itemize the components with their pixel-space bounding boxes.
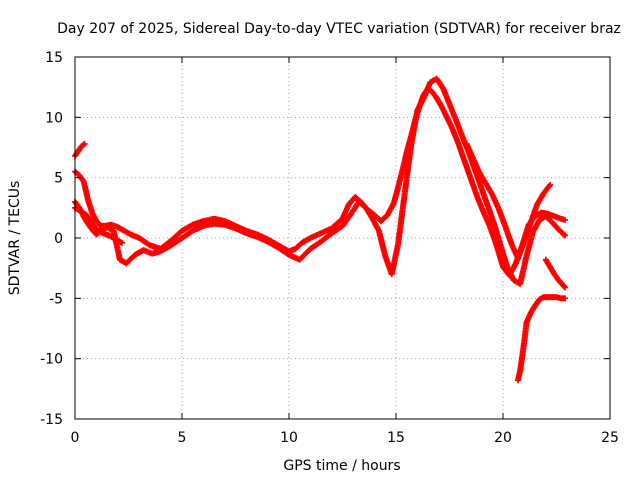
data-point xyxy=(547,181,554,188)
data-point xyxy=(562,284,569,291)
data-point xyxy=(119,239,126,246)
y-tick-label: -10 xyxy=(40,352,63,368)
x-tick-label: 0 xyxy=(71,430,80,446)
x-axis-label: GPS time / hours xyxy=(283,458,400,474)
y-tick-label: 5 xyxy=(54,171,63,187)
series-track-e xyxy=(463,140,554,262)
x-tick-label: 25 xyxy=(601,430,619,446)
y-tick-label: -5 xyxy=(49,291,63,307)
data-point xyxy=(80,141,87,148)
y-tick-label: 0 xyxy=(54,231,63,247)
data-point xyxy=(560,231,567,238)
chart-title: Day 207 of 2025, Sidereal Day-to-day VTE… xyxy=(57,21,621,37)
x-tick-label: 5 xyxy=(178,430,187,446)
y-tick-label: 10 xyxy=(45,110,63,126)
data-point xyxy=(81,140,88,147)
y-tick-label: 15 xyxy=(45,50,63,66)
data-point xyxy=(562,216,569,223)
x-tick-label: 15 xyxy=(387,430,405,446)
series-track-f xyxy=(514,294,569,384)
series-track-d xyxy=(72,204,126,246)
y-axis-label: SDTVAR / TECUs xyxy=(7,181,23,296)
y-tick-label: -15 xyxy=(40,412,63,428)
x-tick-label: 20 xyxy=(494,430,512,446)
x-tick-label: 10 xyxy=(280,430,298,446)
axis-ticks: 0 5 10 15 20 25 -15 -10 -5 0 5 10 15 xyxy=(40,50,619,446)
data-point xyxy=(562,295,569,302)
data-points xyxy=(72,75,569,384)
series-track-g xyxy=(542,256,569,291)
data-point xyxy=(562,232,569,239)
